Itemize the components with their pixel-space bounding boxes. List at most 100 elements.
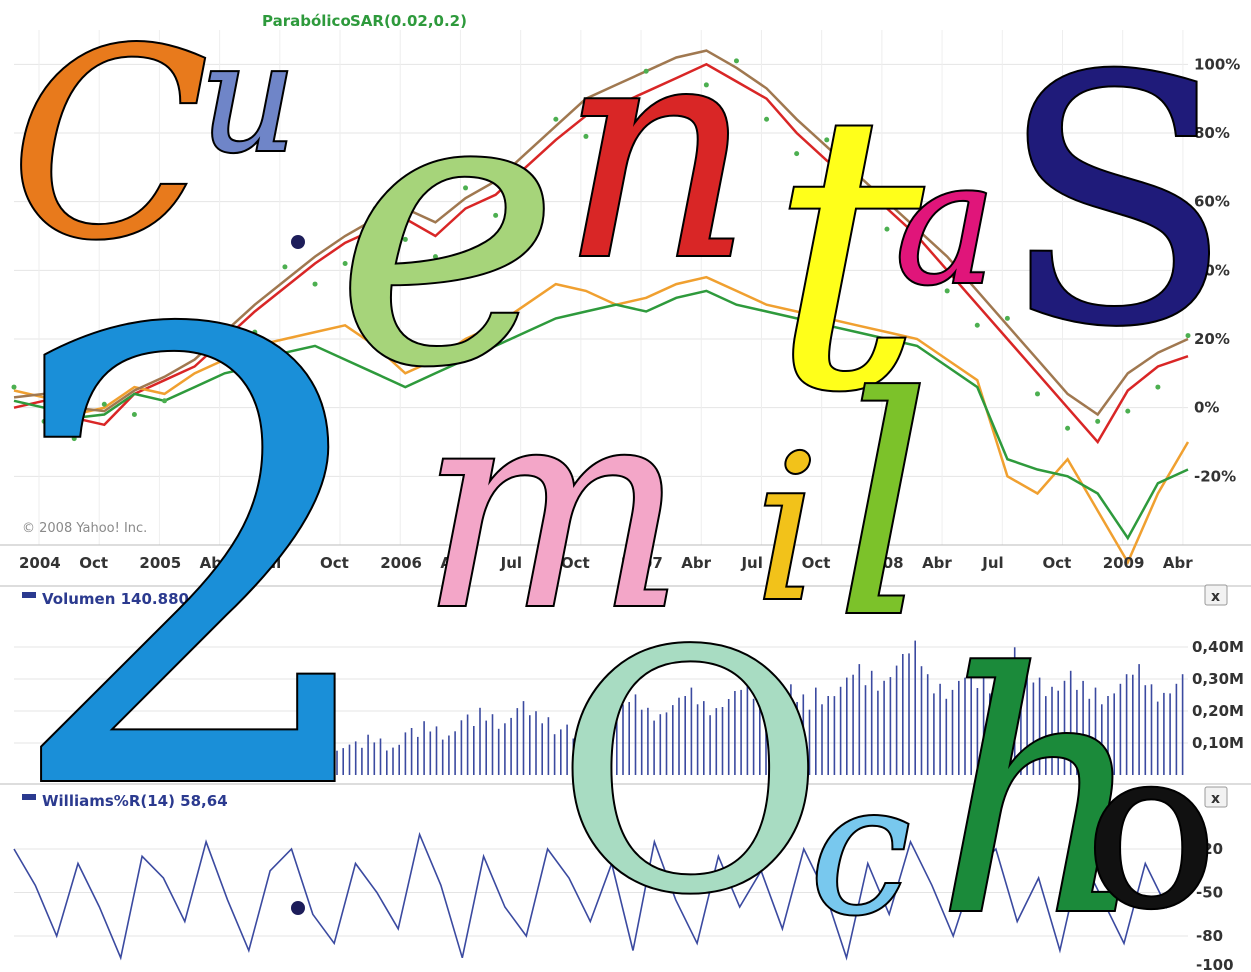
- williams-y-ticks: -20 -50 -80 -100: [1196, 840, 1234, 972]
- volume-bar: [473, 726, 475, 775]
- y-tick-label: 0%: [1194, 399, 1219, 417]
- letter-s: S: [1000, 5, 1233, 401]
- price-chart-y-ticks: 100% 80% 60% 40% 20% 0% -20%: [1194, 55, 1240, 485]
- sar-dot: [101, 401, 107, 407]
- volume-bar: [759, 674, 761, 775]
- volume-bar: [1150, 684, 1153, 775]
- letter-m: m: [420, 346, 686, 672]
- volume-bar: [790, 684, 792, 775]
- volume-bar: [1163, 692, 1165, 775]
- legend-sar: SAR(0.02,0.2): [350, 12, 467, 30]
- volume-bar: [1088, 698, 1091, 775]
- volume-bar: [591, 714, 593, 775]
- volume-bar: [659, 714, 662, 775]
- legend-parabolico: Parabólico: [262, 12, 351, 30]
- x-tick-label: Oct: [320, 554, 349, 572]
- volume-bar: [783, 692, 786, 775]
- volume-bar: [547, 717, 550, 775]
- volume-bar: [1007, 659, 1010, 775]
- williams-series-line: [13, 831, 1189, 961]
- volume-y-tick: 0,20M: [1192, 702, 1244, 720]
- volume-bar: [1057, 690, 1059, 775]
- volume-bar: [833, 696, 836, 775]
- volume-bar: [535, 711, 537, 775]
- letter-c: C: [10, 0, 209, 297]
- x-tick-label: Abr: [200, 554, 230, 572]
- volume-bar: [895, 665, 898, 775]
- volume-bar: [802, 694, 805, 775]
- volume-grid: [14, 646, 1188, 744]
- volume-y-tick: 0,30M: [1192, 670, 1244, 688]
- volume-close-button[interactable]: x: [1204, 584, 1228, 606]
- volume-bar: [1144, 685, 1147, 775]
- volume-bar: [504, 723, 506, 775]
- volume-bar: [367, 734, 369, 775]
- volume-bar: [336, 750, 338, 775]
- x-tick-label: 2005: [139, 554, 181, 572]
- volume-bar: [466, 714, 469, 775]
- close-icon: x: [1211, 791, 1220, 807]
- x-tick-label: 2007: [621, 554, 663, 572]
- x-tick-label: Abr: [681, 554, 711, 572]
- volume-bar: [435, 726, 438, 775]
- volume-bar: [665, 712, 668, 775]
- sar-dot: [342, 260, 348, 266]
- volume-bar: [1094, 687, 1097, 775]
- sar-dot: [282, 264, 288, 270]
- volume-bar: [560, 729, 562, 775]
- sar-dot: [643, 68, 649, 74]
- volume-bar: [690, 687, 693, 775]
- x-tick-label: Abr: [1163, 554, 1193, 572]
- williams-y-tick: -20: [1196, 840, 1223, 858]
- volume-bar: [572, 738, 575, 775]
- sar-dot: [944, 288, 950, 294]
- volume-y-ticks: 0,40M 0,30M 0,20M 0,10M: [1192, 638, 1244, 752]
- sar-dot: [824, 137, 830, 143]
- letter-l: l: [835, 334, 931, 683]
- sar-dot: [71, 436, 77, 442]
- volume-bar: [1063, 680, 1066, 775]
- volume-bar: [330, 753, 332, 775]
- sar-dot: [131, 412, 137, 418]
- volume-bar: [864, 685, 867, 775]
- volume-bar: [1020, 671, 1022, 775]
- sar-dot: [613, 123, 619, 129]
- volume-bar: [684, 696, 686, 775]
- volume-bar: [752, 698, 755, 775]
- volume-bar: [926, 674, 929, 775]
- sar-dot: [222, 357, 228, 363]
- sar-dot: [1065, 425, 1071, 431]
- x-tick-label: Oct: [1042, 554, 1071, 572]
- volume-bar: [1181, 674, 1184, 775]
- x-tick-label: Jul: [981, 554, 1003, 572]
- volume-bar: [808, 709, 811, 775]
- volume-bar: [361, 747, 363, 775]
- letter-h: h: [935, 604, 1148, 972]
- volume-bar: [715, 708, 718, 775]
- volume-bar: [429, 731, 432, 775]
- series-line-2: [13, 289, 1189, 541]
- x-tick-label: Oct: [802, 554, 831, 572]
- x-tick-label: Jul: [259, 554, 281, 572]
- sar-dot: [1125, 408, 1131, 414]
- sar-dot: [1155, 384, 1161, 390]
- volume-bar: [815, 687, 817, 775]
- williams-y-tick: -50: [1196, 884, 1223, 902]
- volume-bar: [709, 715, 711, 775]
- volume-bar: [603, 720, 606, 775]
- price-chart-grid: [0, 30, 1251, 546]
- y-tick-label: -20%: [1194, 467, 1236, 485]
- volume-bar: [529, 715, 531, 775]
- x-tick-label: 2008: [862, 554, 904, 572]
- volume-bar: [578, 734, 581, 775]
- volume-bar: [982, 674, 985, 775]
- letter-u: u: [200, 12, 297, 186]
- volume-bar: [672, 705, 674, 775]
- sar-dot: [432, 254, 438, 260]
- volume-bar: [858, 664, 861, 775]
- volume-bar: [958, 680, 960, 775]
- volume-bar: [1032, 682, 1035, 775]
- volume-bar: [933, 693, 935, 775]
- volume-bar: [485, 720, 487, 775]
- williams-close-button[interactable]: x: [1204, 786, 1228, 808]
